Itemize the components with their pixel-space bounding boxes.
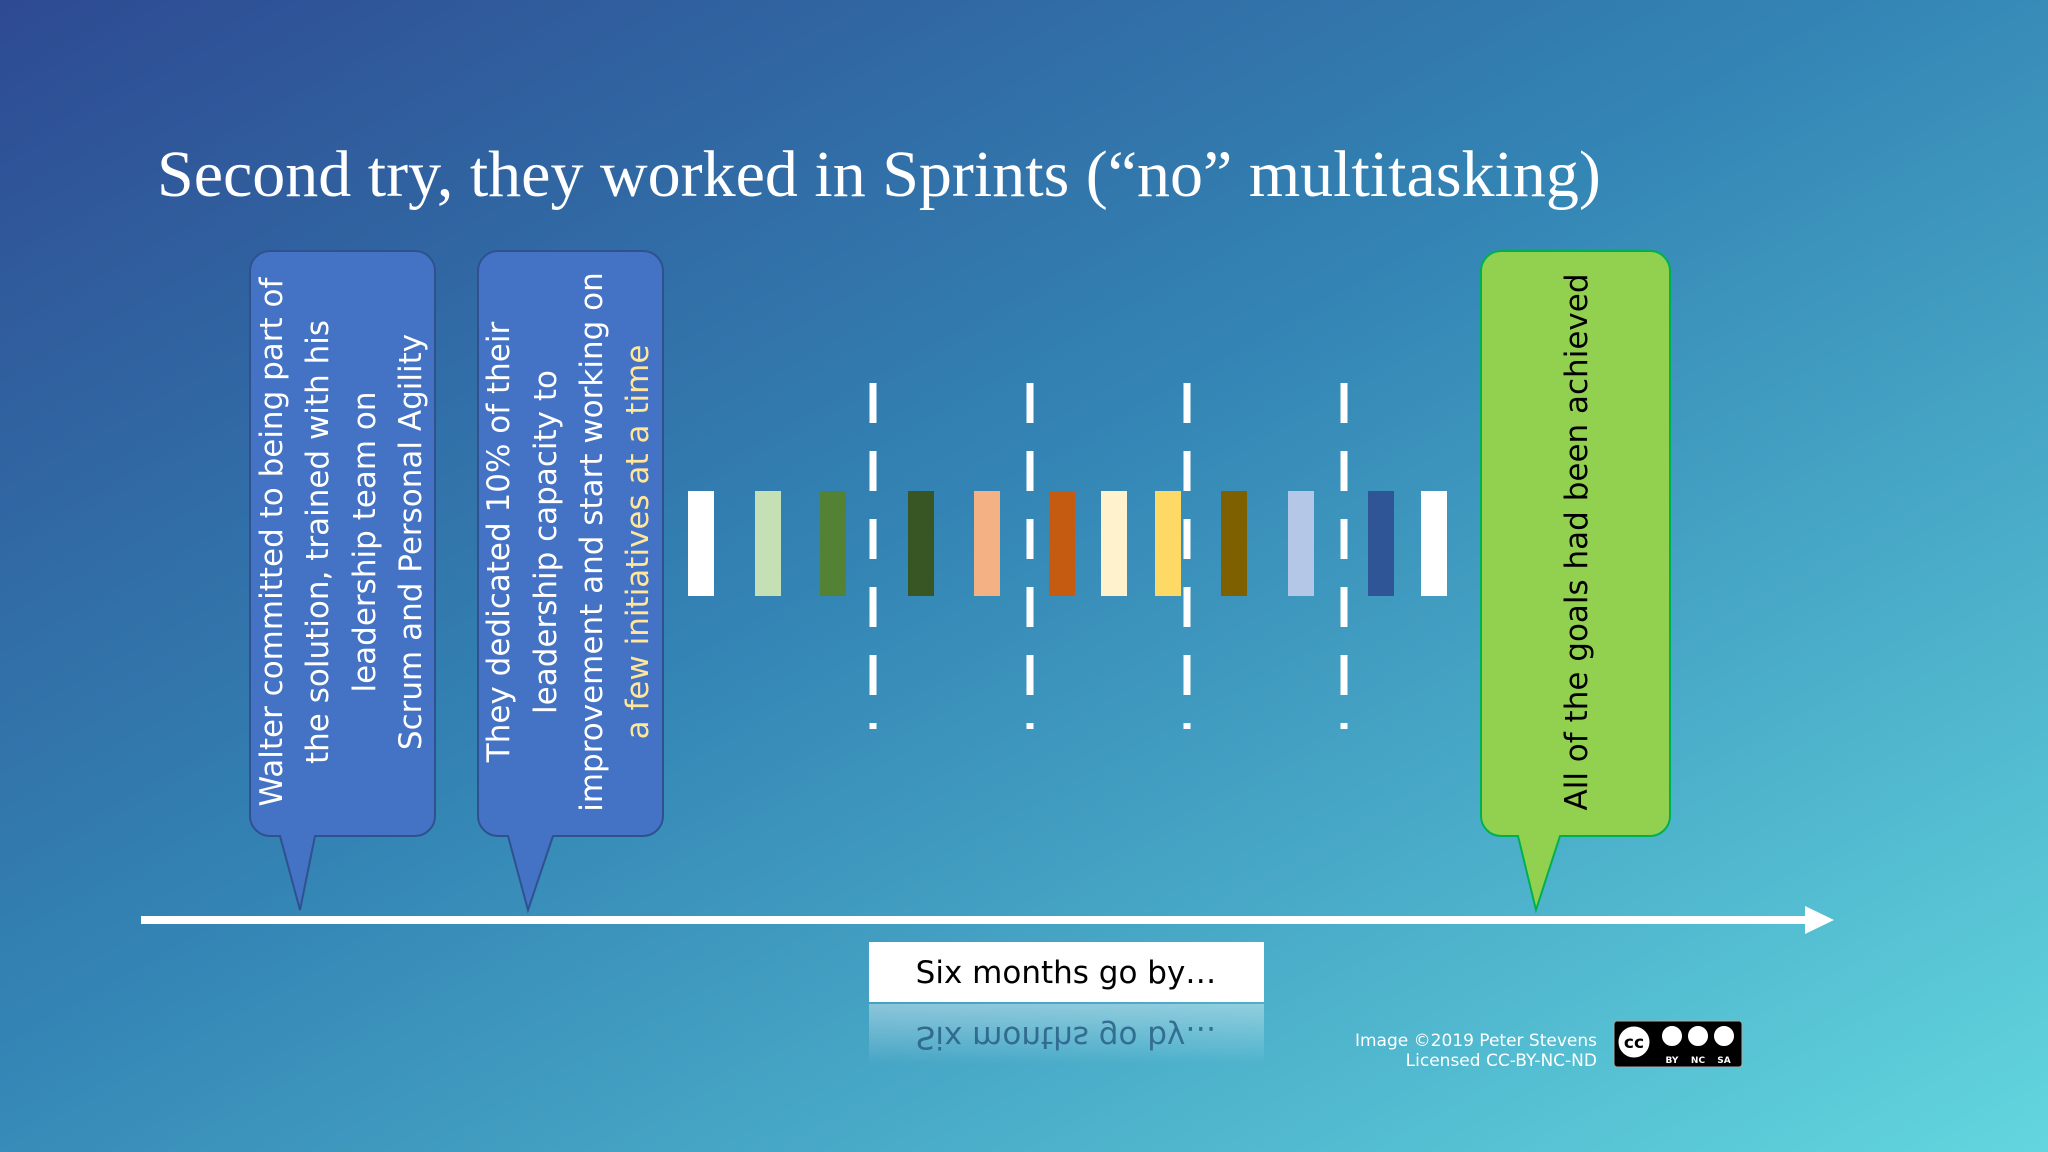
initiative-block: [908, 491, 934, 596]
badge-term: SA: [1717, 1056, 1730, 1066]
initiative-block: [974, 491, 1000, 596]
callout-box: [249, 250, 436, 911]
callout-text: the solution, trained with his: [300, 320, 336, 764]
badge-logo: [1615, 1023, 1653, 1061]
badge-icon: [1686, 1024, 1710, 1048]
callout-text: Scrum and Personal Agility: [393, 334, 429, 750]
callout-box: [1480, 250, 1671, 914]
badge-strip: [1650, 1054, 1740, 1065]
callout-text: All of the goals had been achieved: [1559, 274, 1595, 811]
callout-box: [477, 250, 664, 914]
initiative-block: [1288, 491, 1314, 596]
initiative-block: [1155, 491, 1181, 596]
badge-icon: [1712, 1024, 1736, 1048]
callout-text: leadership capacity to: [528, 370, 564, 714]
callout-text: They dedicated 10% of their: [481, 322, 517, 764]
sprint-dividers: [869, 383, 1348, 729]
label-reflection: Six months go by…: [869, 1004, 1264, 1064]
label-box: [869, 942, 1264, 1002]
timeline-arrowhead: [1805, 906, 1834, 934]
slide-title: Second try, they worked in Sprints (“no”…: [157, 138, 1601, 211]
callout-highlight: a few initiatives at a time: [620, 345, 656, 740]
callout-text: improvement and start working on: [574, 272, 610, 812]
cc-badge: cc BY NC SA: [1613, 1020, 1743, 1068]
callout-text: Walter committed to being part of: [254, 276, 290, 806]
initiative-block: [1049, 491, 1075, 596]
initiative-block: [1368, 491, 1394, 596]
timeline-label-reflection: Six months go by…: [916, 1019, 1217, 1055]
initiative-block: [688, 491, 714, 596]
timeline-label: Six months go by…: [916, 955, 1217, 991]
initiative-block: [820, 491, 846, 596]
initiatives: [688, 491, 1447, 596]
reflection-box: [869, 1004, 1264, 1064]
initiative-block: [1421, 491, 1447, 596]
initiative-block: [1221, 491, 1247, 596]
badge-logo-text: cc: [1624, 1033, 1644, 1053]
credit-line: Image ©2019 Peter Stevens: [1355, 1031, 1597, 1051]
initiative-block: [1101, 491, 1127, 596]
credit-line: Licensed CC-BY-NC-ND: [1406, 1051, 1597, 1071]
badge-term: NC: [1691, 1056, 1706, 1066]
callout-text: leadership team on: [347, 391, 383, 692]
initiative-block: [755, 491, 781, 596]
badge-term: BY: [1666, 1056, 1679, 1066]
badge-icon: [1660, 1024, 1684, 1048]
